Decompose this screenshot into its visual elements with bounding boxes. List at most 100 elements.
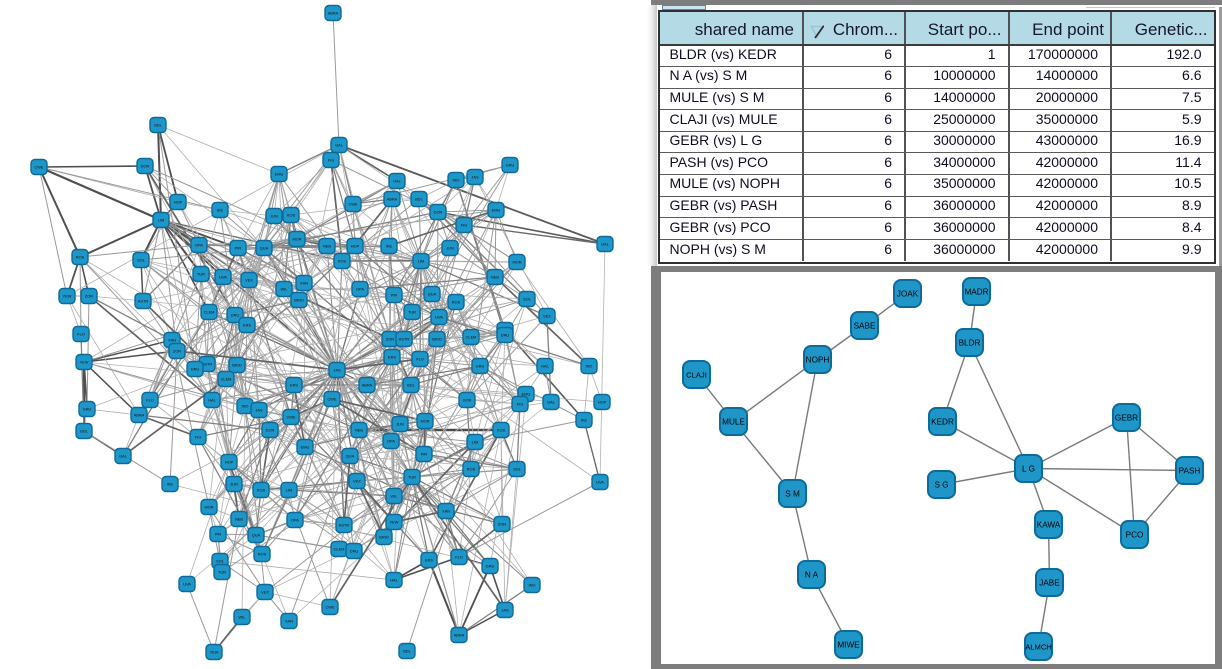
- svg-text:XAN: XAN: [442, 509, 450, 514]
- svg-text:GRU: GRU: [486, 564, 495, 569]
- svg-text:KOS: KOS: [287, 213, 296, 218]
- svg-text:HAL: HAL: [541, 364, 549, 369]
- svg-text:MOR: MOR: [204, 505, 213, 510]
- svg-text:LIM: LIM: [286, 488, 293, 493]
- svg-text:JUN: JUN: [230, 482, 238, 487]
- svg-text:EMU: EMU: [275, 172, 284, 177]
- svg-text:ROS: ROS: [258, 552, 267, 557]
- svg-text:EMU: EMU: [522, 392, 531, 397]
- svg-text:YEW: YEW: [210, 650, 219, 655]
- svg-text:MIWE: MIWE: [837, 640, 860, 649]
- svg-text:VEX: VEX: [543, 314, 551, 319]
- svg-text:IKE: IKE: [217, 208, 224, 213]
- svg-text:DRU: DRU: [350, 549, 359, 554]
- svg-text:ABRA: ABRA: [134, 413, 145, 418]
- svg-text:INO: INO: [529, 583, 536, 588]
- svg-text:KAWA: KAWA: [1036, 520, 1060, 529]
- svg-text:ASTR: ASTR: [339, 523, 350, 528]
- svg-text:DOR: DOR: [266, 428, 275, 433]
- svg-text:ERS: ERS: [290, 383, 298, 388]
- svg-text:ZOR: ZOR: [498, 522, 506, 527]
- svg-text:MOR: MOR: [420, 419, 429, 424]
- svg-text:GRU: GRU: [83, 407, 92, 412]
- svg-text:ROS: ROS: [467, 467, 476, 472]
- svg-text:SOL: SOL: [137, 258, 146, 263]
- svg-text:PIR: PIR: [421, 452, 428, 457]
- svg-text:BDL: BDL: [403, 649, 411, 654]
- svg-text:MOR: MOR: [292, 237, 301, 242]
- svg-text:DOR: DOR: [141, 164, 150, 169]
- svg-text:JUN: JUN: [446, 246, 454, 251]
- svg-text:WIL: WIL: [281, 287, 289, 292]
- svg-text:TUR: TUR: [218, 570, 226, 575]
- svg-text:JUN: JUN: [270, 214, 278, 219]
- svg-text:GAL: GAL: [335, 143, 344, 148]
- svg-text:JOAK: JOAK: [896, 289, 918, 298]
- svg-text:LIM: LIM: [158, 218, 165, 223]
- svg-text:KEDR: KEDR: [931, 417, 954, 426]
- svg-text:WIL: WIL: [391, 494, 399, 499]
- svg-text:QUA: QUA: [252, 533, 261, 538]
- svg-text:HAL: HAL: [390, 578, 398, 583]
- svg-text:YEW: YEW: [63, 294, 72, 299]
- svg-text:JAS: JAS: [501, 608, 509, 613]
- svg-text:UVA: UVA: [183, 582, 191, 587]
- svg-text:S G: S G: [934, 480, 948, 489]
- svg-text:NEB: NEB: [355, 428, 363, 433]
- svg-text:L G: L G: [1022, 464, 1035, 473]
- svg-text:HOP: HOP: [598, 400, 607, 405]
- svg-text:SOL: SOL: [523, 297, 532, 302]
- svg-text:N A: N A: [804, 570, 818, 579]
- svg-text:PIR: PIR: [235, 246, 242, 251]
- svg-text:ALMCH: ALMCH: [1025, 642, 1052, 651]
- svg-text:KOS: KOS: [497, 428, 506, 433]
- svg-text:ZOR: ZOR: [173, 349, 181, 354]
- svg-text:BRIO: BRIO: [294, 298, 304, 303]
- svg-text:FLO: FLO: [416, 357, 424, 362]
- svg-text:HAL: HAL: [208, 398, 216, 403]
- svg-text:OPA: OPA: [387, 439, 395, 444]
- svg-text:HOP: HOP: [225, 460, 234, 465]
- svg-text:S M: S M: [785, 489, 800, 498]
- svg-text:ASTR: ASTR: [399, 337, 410, 342]
- svg-text:CLEM: CLEM: [334, 547, 345, 552]
- svg-text:LIM: LIM: [472, 440, 479, 445]
- svg-text:VEX: VEX: [261, 590, 269, 595]
- svg-text:ABRA: ABRA: [387, 197, 398, 202]
- svg-text:ERS: ERS: [388, 355, 396, 360]
- svg-text:PASH: PASH: [1178, 466, 1200, 475]
- svg-text:WIL: WIL: [239, 615, 247, 620]
- svg-text:JABE: JABE: [1039, 578, 1060, 587]
- svg-text:ABRA: ABRA: [328, 11, 339, 16]
- svg-text:ASTR: ASTR: [202, 362, 213, 367]
- svg-text:CWE: CWE: [286, 415, 295, 420]
- svg-text:OPA: OPA: [195, 243, 203, 248]
- svg-text:ROS: ROS: [452, 300, 461, 305]
- svg-text:CLEM: CLEM: [221, 377, 232, 382]
- svg-text:MULE: MULE: [722, 417, 745, 426]
- svg-text:NEB: NEB: [235, 517, 243, 522]
- svg-text:FLO: FLO: [77, 332, 85, 337]
- svg-text:YEW: YEW: [80, 360, 89, 365]
- svg-text:FIG: FIG: [517, 402, 523, 407]
- svg-text:HOP: HOP: [351, 244, 360, 249]
- svg-text:UVA: UVA: [435, 315, 443, 320]
- svg-text:CWE: CWE: [34, 165, 43, 170]
- svg-text:IKE: IKE: [581, 418, 588, 423]
- svg-text:IKE: IKE: [386, 244, 393, 249]
- svg-text:PIR: PIR: [391, 293, 398, 298]
- svg-text:NOPH: NOPH: [805, 355, 829, 364]
- svg-text:MOR: MOR: [512, 260, 521, 265]
- svg-text:ROS: ROS: [76, 255, 85, 260]
- svg-text:ERS: ERS: [243, 323, 251, 328]
- svg-text:FIG: FIG: [195, 435, 201, 440]
- svg-text:YEW: YEW: [390, 520, 399, 525]
- svg-text:BDL: BDL: [407, 383, 415, 388]
- svg-text:ZOR: ZOR: [386, 337, 394, 342]
- svg-text:TUR: TUR: [408, 310, 416, 315]
- svg-text:XAN: XAN: [168, 338, 176, 343]
- svg-text:SOL: SOL: [513, 467, 522, 472]
- svg-text:ABRA: ABRA: [454, 633, 465, 638]
- svg-text:BLDR: BLDR: [958, 338, 980, 347]
- svg-text:LIM: LIM: [418, 259, 425, 264]
